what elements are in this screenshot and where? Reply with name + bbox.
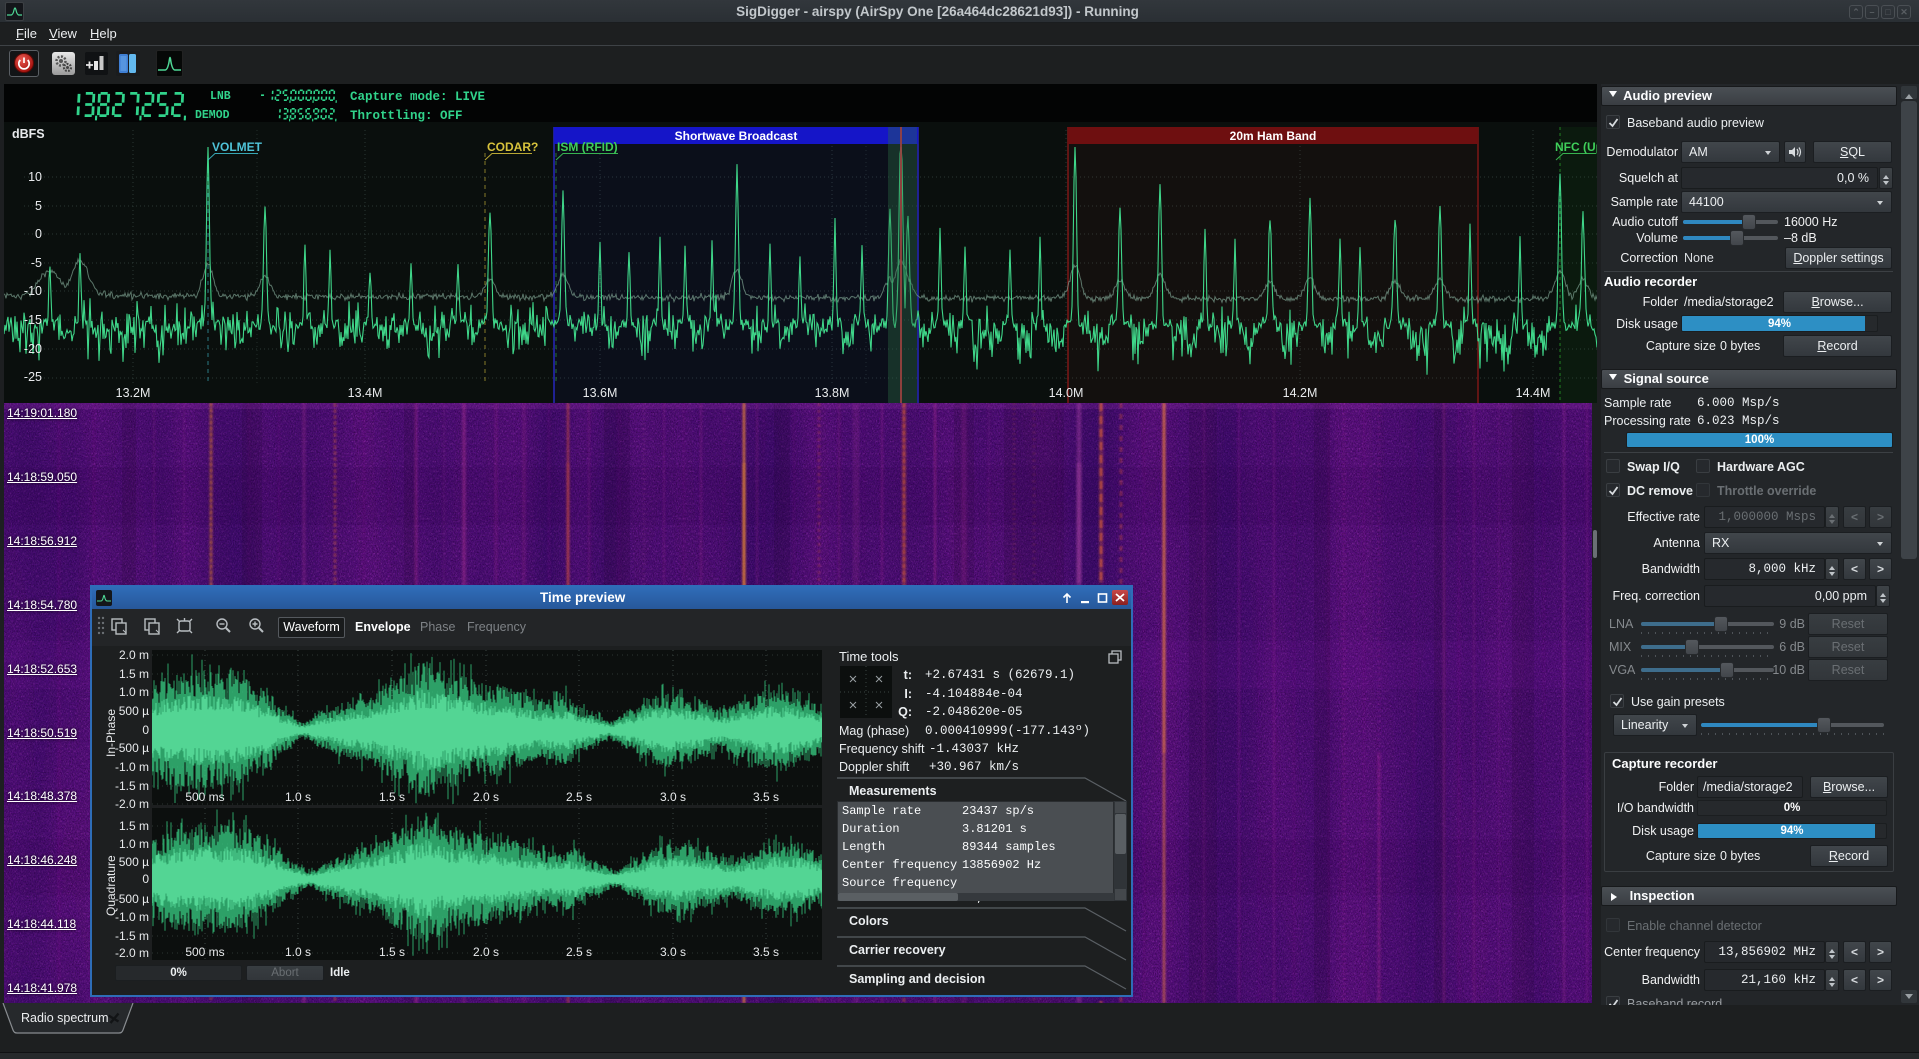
svg-text:Shortwave Broadcast: Shortwave Broadcast <box>675 129 798 143</box>
svg-text:20m Ham Band: 20m Ham Band <box>1230 129 1317 143</box>
